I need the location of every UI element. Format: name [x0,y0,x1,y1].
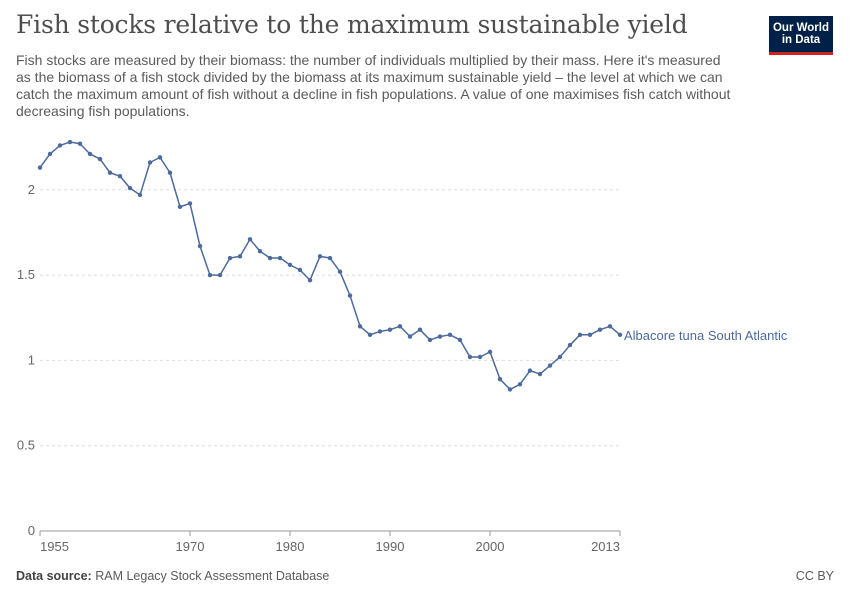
owid-logo[interactable]: Our World in Data [769,16,833,55]
data-point[interactable] [407,334,413,339]
data-point[interactable] [587,332,593,338]
data-point[interactable] [157,155,163,160]
data-point[interactable] [457,337,463,343]
data-point[interactable] [617,332,623,338]
data-point[interactable] [417,327,423,332]
chart-subtitle: Fish stocks are measured by their biomas… [16,52,731,119]
data-point[interactable] [577,332,583,338]
data-point[interactable] [297,267,303,273]
logo-line-2: in Data [781,34,821,46]
series-line[interactable] [39,141,621,391]
data-point[interactable] [217,272,223,278]
series: Albacore tuna South Atlantic [37,139,788,392]
data-point[interactable] [207,272,213,278]
series-label[interactable]: Albacore tuna South Atlantic [624,328,788,343]
gridlines [40,189,620,447]
data-point[interactable] [357,324,363,329]
data-point[interactable] [287,262,293,268]
data-point[interactable] [507,387,513,392]
x-tick-label: 1980 [276,539,305,554]
data-point[interactable] [137,192,143,198]
x-tick-label: 1990 [376,539,405,554]
data-point[interactable] [107,170,113,175]
x-axis: 1955 1970 1980 1990 2000 2013 [39,530,621,554]
data-point[interactable] [37,165,43,170]
logo-line-1: Our World [772,22,829,34]
data-point[interactable] [277,255,283,261]
data-point[interactable] [87,151,93,157]
data-point[interactable] [437,334,443,339]
x-tick-label: 1955 [40,539,69,554]
data-point[interactable] [267,255,273,261]
data-point[interactable] [377,329,383,334]
data-point[interactable] [487,349,493,355]
data-point[interactable] [427,337,433,343]
y-tick-label: 2 [28,182,35,197]
data-point[interactable] [367,332,373,338]
data-point[interactable] [597,327,603,332]
data-point[interactable] [467,354,473,360]
data-point[interactable] [327,255,333,261]
data-point[interactable] [237,254,243,259]
data-point[interactable] [257,249,263,254]
license-text[interactable]: CC BY [795,569,834,583]
x-tick-label: 2000 [476,539,505,554]
data-point[interactable] [177,204,183,210]
y-tick-label: 1 [28,352,35,367]
data-point[interactable] [57,143,63,148]
data-point[interactable] [397,324,403,329]
data-point[interactable] [97,156,103,162]
data-point[interactable] [197,243,203,249]
data-point[interactable] [307,278,313,283]
data-point[interactable] [337,269,343,274]
x-tick-label: 1970 [176,539,205,554]
y-tick-label: 0.5 [17,438,35,453]
y-tick-label: 0 [28,523,35,538]
data-point[interactable] [477,354,483,360]
data-point[interactable] [527,368,533,373]
data-point[interactable] [497,376,503,382]
data-point[interactable] [227,255,233,261]
data-point[interactable] [607,324,613,329]
source-label: Data source: [16,569,92,583]
x-tick-label: 2013 [591,539,620,554]
footer: Data source: RAM Legacy Stock Assessment… [16,569,834,583]
data-point[interactable] [147,160,153,165]
data-point[interactable] [317,254,323,259]
data-point[interactable] [547,363,553,368]
data-point[interactable] [47,151,53,157]
y-axis: 0 0.5 1 1.5 2 [17,182,35,538]
data-point[interactable] [567,342,573,348]
data-point[interactable] [347,293,353,298]
data-point[interactable] [387,327,393,332]
data-point[interactable] [117,173,123,179]
data-point[interactable] [127,185,133,191]
data-point[interactable] [67,139,73,145]
data-point[interactable] [557,354,563,360]
data-point[interactable] [517,382,523,387]
data-point[interactable] [77,141,83,146]
source-text[interactable]: RAM Legacy Stock Assessment Database [95,569,330,583]
chart-title: Fish stocks relative to the maximum sust… [16,10,688,39]
data-point[interactable] [247,237,253,242]
data-point[interactable] [187,201,193,206]
data-point[interactable] [537,371,543,377]
data-point[interactable] [167,170,173,175]
y-tick-label: 1.5 [17,267,35,282]
data-point[interactable] [447,332,453,338]
